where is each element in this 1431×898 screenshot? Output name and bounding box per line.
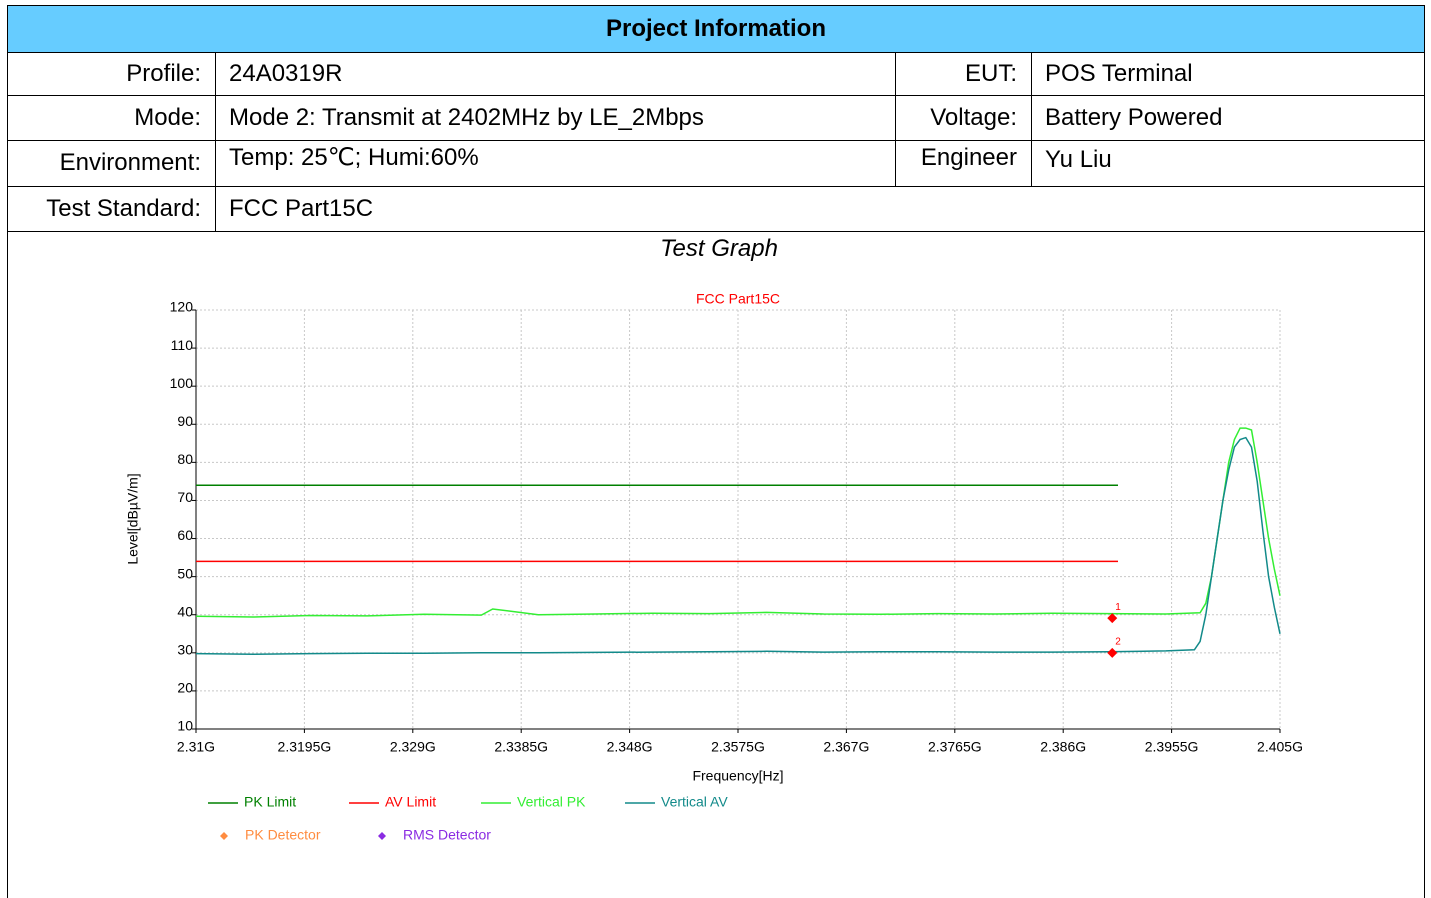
value: Mode 2: Transmit at 2402MHz by LE_2Mbps xyxy=(229,103,704,131)
rule xyxy=(7,95,1425,96)
value: Battery Powered xyxy=(1045,103,1223,131)
y-tick-label: 60 xyxy=(177,527,193,543)
legend-swatch xyxy=(378,832,386,840)
y-tick-label: 90 xyxy=(177,413,193,429)
label: Profile: xyxy=(126,59,201,87)
legend-label: Vertical AV xyxy=(661,794,728,810)
label: Test Standard: xyxy=(46,194,201,222)
label: Engineer xyxy=(920,144,1017,171)
legend-label: Vertical PK xyxy=(517,794,586,810)
y-tick-label: 50 xyxy=(177,565,193,581)
x-tick-label: 2.3955G xyxy=(1145,739,1199,755)
header-title: Project Information xyxy=(7,5,1425,52)
y-tick-label: 80 xyxy=(177,451,193,467)
legend-label: PK Limit xyxy=(244,794,296,810)
rule xyxy=(895,52,896,186)
y-tick-label: 120 xyxy=(170,299,194,315)
y-tick-label: 30 xyxy=(177,642,193,658)
y-tick-label: 20 xyxy=(177,680,193,696)
label: EUT: xyxy=(964,59,1017,87)
legend-label: AV Limit xyxy=(385,794,436,810)
x-tick-label: 2.3195G xyxy=(278,739,332,755)
y-tick-label: 40 xyxy=(177,603,193,619)
y-tick-label: 70 xyxy=(177,489,193,505)
rule xyxy=(215,52,216,231)
label: Mode: xyxy=(134,103,201,131)
marker-label: 2 xyxy=(1115,636,1121,647)
rule xyxy=(7,186,1425,187)
y-tick-label: 110 xyxy=(171,337,194,353)
label: Voltage: xyxy=(930,103,1017,131)
rule xyxy=(7,52,1425,53)
x-tick-label: 2.3575G xyxy=(711,739,765,755)
rule xyxy=(7,231,1425,232)
chart-title: FCC Part15C xyxy=(696,291,780,307)
series-line xyxy=(195,436,1281,656)
x-tick-label: 2.3385G xyxy=(494,739,548,755)
x-tick-label: 2.386G xyxy=(1040,739,1086,755)
label: Environment: xyxy=(59,149,201,176)
value: 24A0319R xyxy=(229,59,343,87)
x-tick-label: 2.348G xyxy=(607,739,653,755)
section-title: Test Graph xyxy=(660,235,778,262)
rule xyxy=(1424,5,1425,898)
legend-label: PK Detector xyxy=(245,827,321,843)
value: Yu Liu xyxy=(1045,146,1112,173)
rule xyxy=(7,140,1425,141)
rule xyxy=(7,5,8,898)
x-tick-label: 2.31G xyxy=(177,739,215,755)
value: FCC Part15C xyxy=(229,194,374,222)
marker xyxy=(1107,647,1118,658)
rule xyxy=(7,5,1425,6)
x-axis-label: Frequency[Hz] xyxy=(692,768,783,784)
y-tick-label: 10 xyxy=(177,718,193,734)
legend-swatch xyxy=(220,832,228,840)
marker-label: 1 xyxy=(1115,602,1121,613)
series-line xyxy=(195,427,1281,618)
marker xyxy=(1107,613,1118,624)
y-axis-label: Level[dBµV/m] xyxy=(125,473,141,564)
x-tick-label: 2.329G xyxy=(390,739,436,755)
x-tick-label: 2.367G xyxy=(823,739,869,755)
x-tick-label: 2.3765G xyxy=(928,739,982,755)
y-tick-label: 100 xyxy=(170,375,194,391)
value: Temp: 25℃; Humi:60% xyxy=(229,144,479,171)
legend-label: RMS Detector xyxy=(403,827,491,843)
x-tick-label: 2.405G xyxy=(1257,739,1303,755)
rule xyxy=(1031,52,1032,186)
value: POS Terminal xyxy=(1045,59,1193,87)
